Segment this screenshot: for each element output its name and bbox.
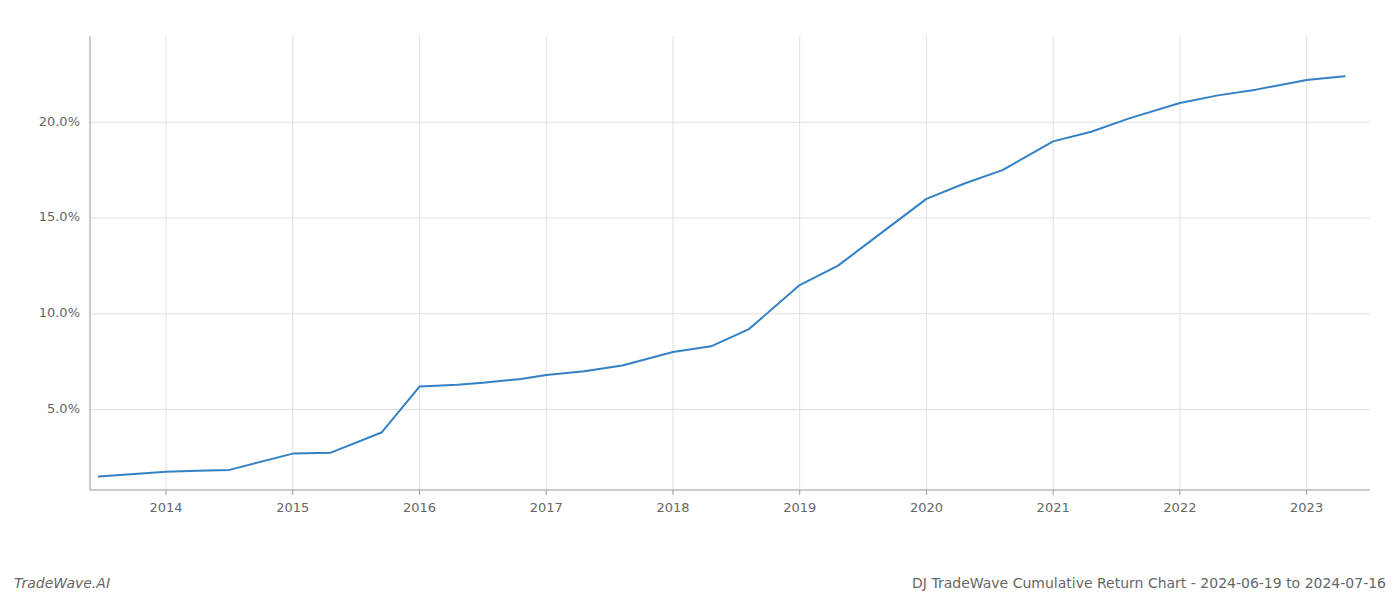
- x-tick-label: 2014: [149, 500, 182, 515]
- x-tick-label: 2021: [1037, 500, 1070, 515]
- x-tick-mark: [672, 490, 673, 495]
- y-tick-label: 5.0%: [47, 401, 80, 416]
- x-grid-line: [672, 36, 673, 490]
- y-tick-label: 20.0%: [39, 114, 80, 129]
- x-grid-line: [799, 36, 800, 490]
- x-tick-label: 2019: [783, 500, 816, 515]
- x-tick-label: 2016: [403, 500, 436, 515]
- line: [99, 76, 1345, 476]
- y-grid-line: [90, 122, 1370, 123]
- x-tick-mark: [799, 490, 800, 495]
- y-grid-line: [90, 313, 1370, 314]
- x-tick-mark: [1179, 490, 1180, 495]
- x-tick-mark: [1306, 490, 1307, 495]
- grid: [90, 36, 1370, 490]
- y-axis-line: [90, 36, 91, 490]
- x-tick-mark: [419, 490, 420, 495]
- chart-container: 5.0% 10.0% 15.0% 20.0% 2014 2015 2016 2017 2018 2…: [0, 0, 1400, 600]
- x-grid-line: [292, 36, 293, 490]
- x-grid-line: [926, 36, 927, 490]
- data-layer: [99, 76, 1345, 476]
- x-tick-mark: [926, 490, 927, 495]
- axes: 5.0% 10.0% 15.0% 20.0% 2014 2015 2016 2017 2018 2…: [39, 36, 1370, 515]
- x-tick-label: 2017: [530, 500, 563, 515]
- title: DJ TradeWave Cumulative Return Chart - 2…: [912, 575, 1386, 591]
- x-grid-line: [166, 36, 167, 490]
- x-tick-label: 2022: [1163, 500, 1196, 515]
- x-tick-label: 2018: [656, 500, 689, 515]
- chart-svg: 5.0% 10.0% 15.0% 20.0% 2014 2015 2016 2017 2018 2…: [0, 0, 1400, 600]
- y-tick-label: 15.0%: [39, 209, 80, 224]
- x-tick-mark: [292, 490, 293, 495]
- y-tick-label: 10.0%: [39, 305, 80, 320]
- x-tick-label: 2015: [276, 500, 309, 515]
- watermark: TradeWave.AI: [14, 575, 110, 591]
- x-grid-line: [1306, 36, 1307, 490]
- x-grid-line: [546, 36, 547, 490]
- x-tick-label: 2023: [1290, 500, 1323, 515]
- x-tick-mark: [166, 490, 167, 495]
- x-tick-label: 2020: [910, 500, 943, 515]
- x-tick-mark: [1053, 490, 1054, 495]
- y-grid-line: [90, 217, 1370, 218]
- x-grid-line: [1053, 36, 1054, 490]
- x-axis-line: [90, 490, 1370, 491]
- x-tick-mark: [546, 490, 547, 495]
- background: [0, 0, 1400, 600]
- x-grid-line: [419, 36, 420, 490]
- y-grid-line: [90, 409, 1370, 410]
